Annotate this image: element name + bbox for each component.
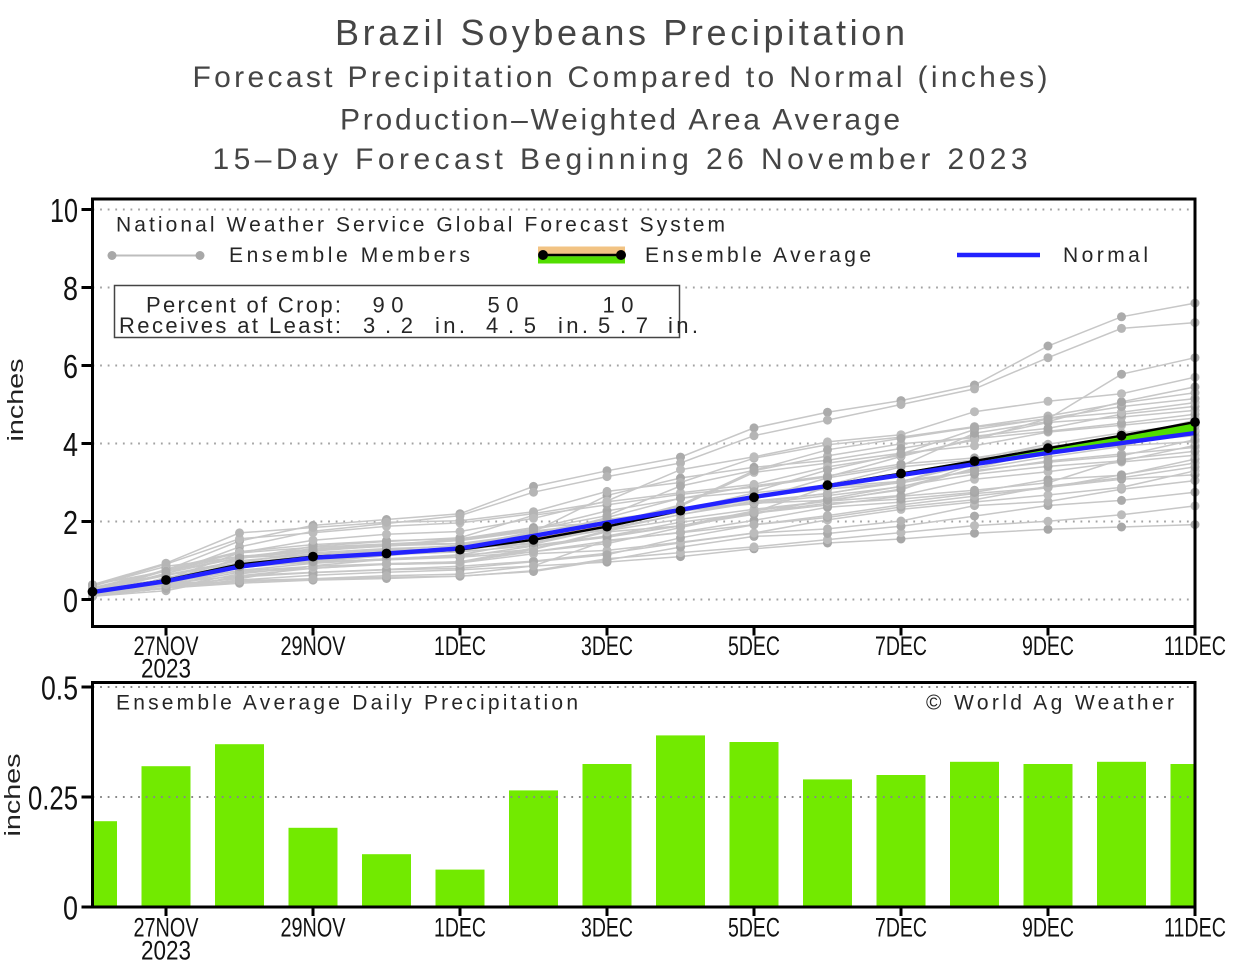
svg-text:in.: in.: [558, 313, 588, 338]
svg-text:in.: in.: [668, 313, 698, 338]
svg-text:7DEC: 7DEC: [875, 631, 927, 661]
svg-text:Forecast Precipitation Compare: Forecast Precipitation Compared to Norma…: [193, 61, 1048, 94]
svg-text:15–Day Forecast Beginning 26 N: 15–Day Forecast Beginning 26 November 20…: [213, 143, 1028, 176]
svg-text:5DEC: 5DEC: [728, 913, 780, 943]
svg-text:9DEC: 9DEC: [1022, 913, 1074, 943]
svg-text:National Weather Service Globa: National Weather Service Global Forecast…: [116, 214, 725, 237]
svg-text:29NOV: 29NOV: [281, 913, 346, 943]
svg-text:5DEC: 5DEC: [728, 631, 780, 661]
svg-text:4.5: 4.5: [486, 313, 536, 338]
svg-text:2023: 2023: [141, 654, 191, 684]
svg-text:4: 4: [63, 426, 78, 463]
svg-text:11DEC: 11DEC: [1164, 913, 1226, 943]
svg-text:3DEC: 3DEC: [581, 913, 633, 943]
svg-text:2: 2: [63, 504, 78, 541]
svg-text:3DEC: 3DEC: [581, 631, 633, 661]
svg-text:9DEC: 9DEC: [1022, 631, 1074, 661]
svg-text:0.25: 0.25: [28, 779, 78, 816]
svg-text:Ensemble Average: Ensemble Average: [645, 244, 871, 267]
svg-text:7DEC: 7DEC: [875, 913, 927, 943]
svg-text:8: 8: [63, 270, 78, 307]
svg-text:10: 10: [50, 192, 78, 229]
svg-text:5.7: 5.7: [598, 313, 648, 338]
svg-text:Percent of Crop:: Percent of Crop:: [146, 293, 341, 318]
svg-text:29NOV: 29NOV: [281, 631, 346, 661]
svg-text:1DEC: 1DEC: [434, 631, 486, 661]
svg-text:inches: inches: [0, 754, 25, 837]
svg-text:6: 6: [63, 348, 78, 385]
svg-text:0: 0: [63, 889, 78, 926]
svg-text:2023: 2023: [141, 936, 191, 966]
svg-text:inches: inches: [3, 359, 28, 442]
svg-text:27NOV: 27NOV: [134, 631, 199, 661]
svg-text:© World Ag Weather: © World Ag Weather: [926, 692, 1174, 715]
svg-text:Receives at Least:: Receives at Least:: [119, 313, 341, 338]
svg-text:Ensemble Average Daily Precipi: Ensemble Average Daily Precipitation: [116, 692, 578, 715]
svg-text:3.2: 3.2: [363, 313, 413, 338]
svg-text:0: 0: [63, 582, 78, 619]
svg-text:11DEC: 11DEC: [1164, 631, 1226, 661]
svg-text:27NOV: 27NOV: [134, 913, 199, 943]
svg-text:Production–Weighted Area Avera: Production–Weighted Area Average: [340, 104, 900, 137]
svg-text:0.5: 0.5: [41, 669, 78, 706]
svg-text:1DEC: 1DEC: [434, 913, 486, 943]
svg-text:in.: in.: [435, 313, 465, 338]
